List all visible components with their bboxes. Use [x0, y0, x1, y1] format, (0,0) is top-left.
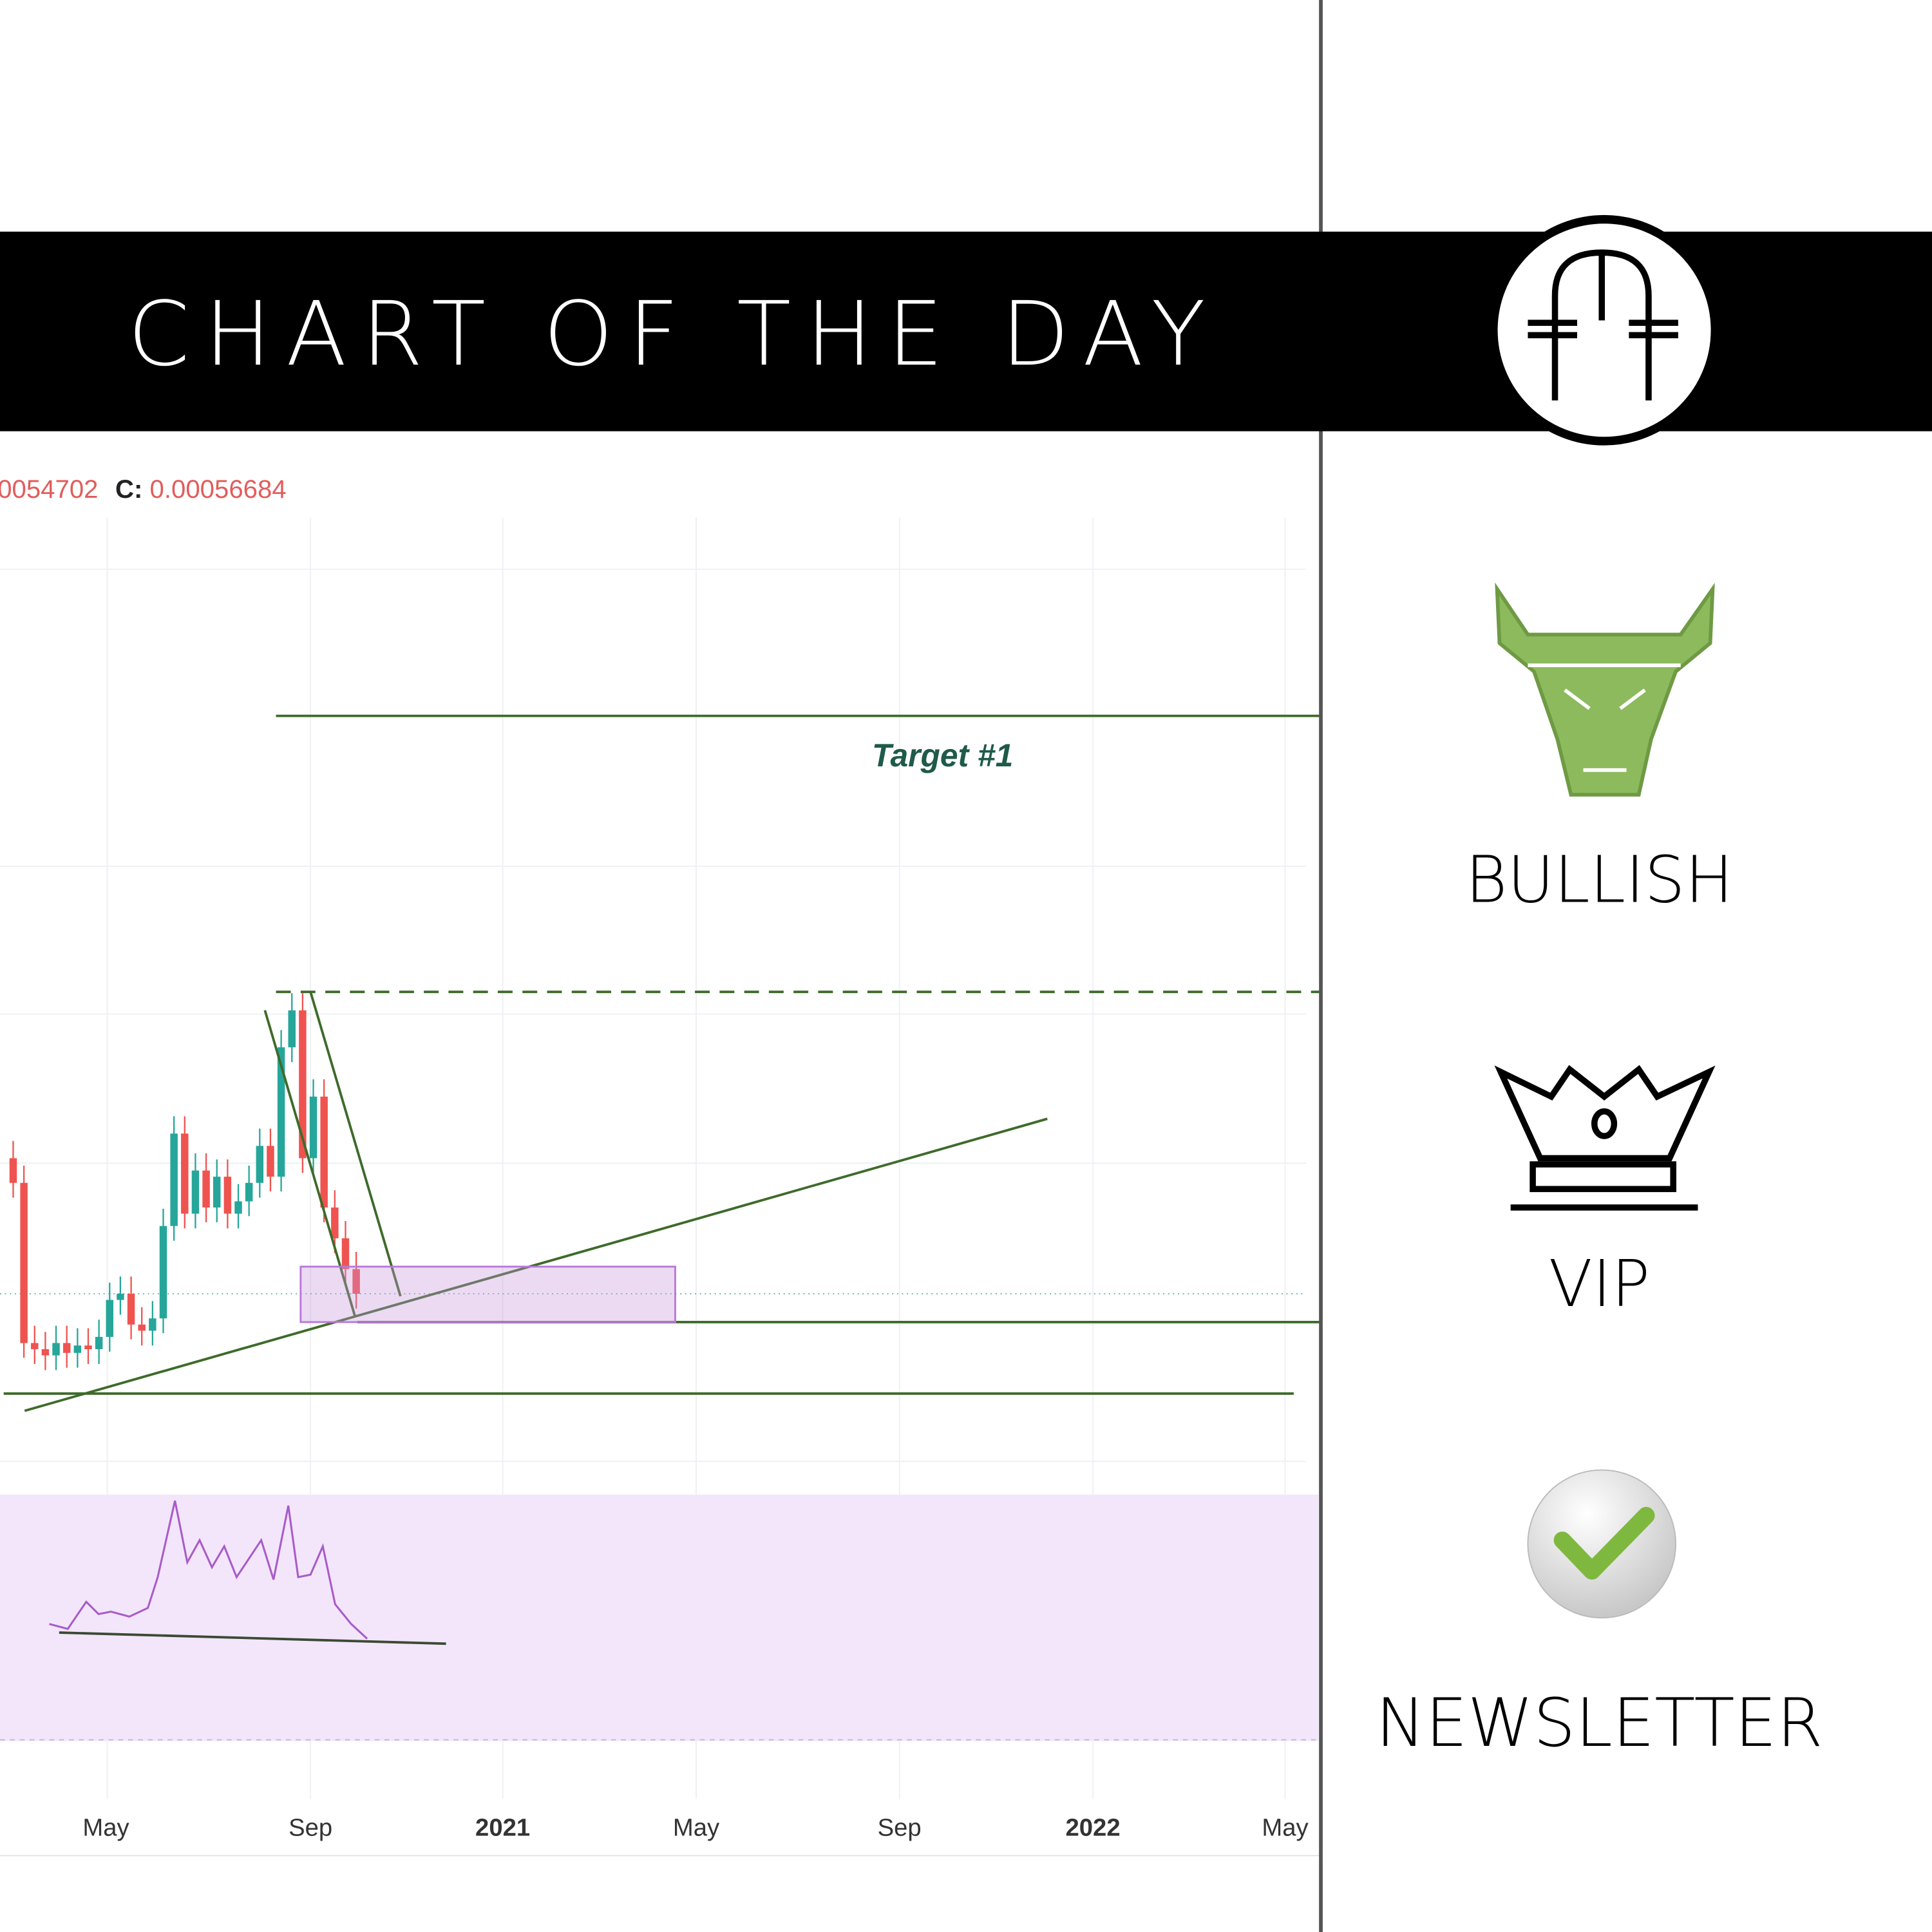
candle-body — [309, 1096, 317, 1159]
candle-body — [245, 1182, 253, 1202]
candle-body — [106, 1300, 114, 1337]
x-axis-label: Sep — [289, 1814, 332, 1842]
candle-body — [138, 1324, 146, 1331]
rsi-line — [49, 1501, 368, 1640]
ohlc-fragment: 0054702 — [0, 475, 99, 504]
candle-body — [31, 1343, 39, 1350]
candle-body — [159, 1226, 167, 1319]
x-axis-label: 2022 — [1066, 1814, 1121, 1842]
candle-body — [288, 1010, 296, 1048]
x-axis-label: May — [82, 1814, 129, 1842]
candle-body — [256, 1146, 264, 1183]
candle-body — [341, 1238, 350, 1269]
candle-body — [181, 1133, 189, 1214]
candle-body — [9, 1158, 17, 1183]
ohlc-legend: 0054702 C: 0.00056684 — [0, 475, 287, 504]
close-value: 0.00056684 — [150, 475, 287, 504]
candle-body — [84, 1345, 92, 1350]
annotation: Target #1 — [872, 737, 1013, 773]
check-icon — [1527, 1469, 1676, 1619]
x-axis-label: May — [673, 1814, 720, 1842]
sidebar-label: VIP — [1549, 1247, 1650, 1321]
candle-body — [117, 1293, 124, 1300]
logo — [1489, 214, 1719, 446]
candle-body — [213, 1177, 221, 1208]
rsi-trendline — [59, 1631, 446, 1645]
candle-body — [223, 1177, 232, 1214]
candle-body — [149, 1318, 156, 1331]
candle-body — [331, 1208, 339, 1238]
candle-body — [202, 1170, 210, 1208]
crown-icon — [1494, 1065, 1716, 1211]
sidebar-label: BULLISH — [1465, 844, 1733, 918]
header-title: CHART OF THE DAY — [128, 283, 1220, 386]
candle-body — [73, 1345, 82, 1353]
candle-body — [299, 1010, 307, 1159]
candle-body — [62, 1343, 71, 1353]
candle-body — [277, 1047, 285, 1177]
candle-body — [234, 1201, 242, 1214]
candle-body — [352, 1269, 360, 1294]
bull-icon — [1495, 582, 1715, 797]
candle-body — [95, 1336, 103, 1350]
x-axis-label: Sep — [878, 1814, 922, 1842]
candle-body — [170, 1133, 178, 1226]
candle-body — [267, 1146, 274, 1177]
rsi-band — [0, 1494, 1319, 1741]
candle-body — [20, 1182, 28, 1343]
candle-body — [320, 1096, 328, 1208]
sidebar-label: NEWSLETTER — [1376, 1685, 1823, 1762]
x-axis-label: May — [1262, 1814, 1309, 1842]
candle-body — [52, 1343, 60, 1356]
close-label: C: — [115, 475, 142, 504]
zone — [299, 1265, 676, 1323]
sidebar-labels: BULLISH VIP NEWSLETTER — [1376, 844, 1823, 1763]
x-axis-label: 2021 — [475, 1814, 530, 1842]
candle-body — [127, 1293, 135, 1325]
candle-body — [191, 1170, 200, 1214]
candle-body — [41, 1349, 50, 1356]
candles — [9, 993, 360, 1370]
